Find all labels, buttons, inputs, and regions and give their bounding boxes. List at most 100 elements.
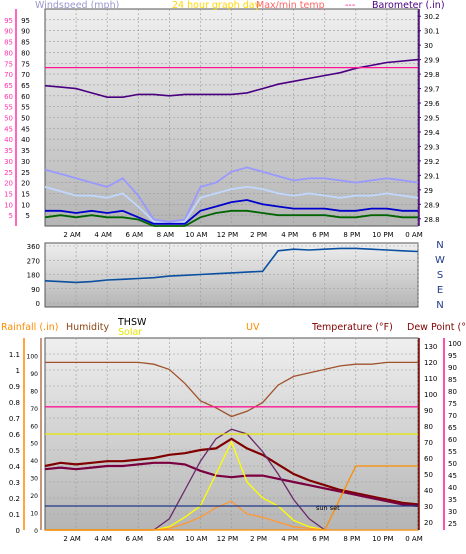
c1-left-tick: 95 <box>21 17 30 25</box>
c1-series-barometer <box>44 58 419 98</box>
c1-x-tick-label: 4 AM <box>94 231 112 239</box>
c1-series-wind-gust <box>44 185 419 225</box>
c3-x-tick-label: 10 PM <box>372 535 393 543</box>
c1-legend-maxmin: Max/min temp <box>256 0 325 11</box>
c3-far-right-tick: 60 <box>448 436 457 444</box>
c3-x-tick-label: 4 PM <box>281 535 298 543</box>
c2-left-tick: 90 <box>31 286 40 294</box>
c1-left-tick: 70 <box>21 71 30 79</box>
c1-left-tick: 75 <box>21 60 30 68</box>
c1-left-tick: 35 <box>21 147 30 155</box>
c1-left-pink-tick: 75 <box>4 60 13 68</box>
c1-left-pink-tick: 65 <box>4 82 13 90</box>
c3-right-tick: 80 <box>424 423 433 431</box>
c3-x-tick-label: 2 PM <box>250 535 267 543</box>
c1-right-tick: 30.1 <box>424 28 440 36</box>
c1-x-tick-label: 0 AM <box>405 231 423 239</box>
c1-left-pink-tick: 25 <box>4 169 13 177</box>
c3-series-dew-point <box>44 461 419 508</box>
c1-left-tick: 65 <box>21 82 30 90</box>
c3-uv-label: UV <box>246 322 260 333</box>
c3-left-tick: 0.2 <box>9 495 20 503</box>
c3-series-temperature <box>44 437 419 506</box>
c1-left-tick: 55 <box>21 104 30 112</box>
c3-mid-tick: 20 <box>30 493 38 500</box>
c3-left-tick: 1.1 <box>9 351 20 359</box>
c3-x-tick-label: 12 PM <box>217 535 238 543</box>
c3-mid-tick: 70 <box>30 406 38 413</box>
c1-left-pink-tick: 90 <box>4 28 13 36</box>
c3-right-tick: 100 <box>424 391 437 399</box>
c3-thsw-label: THSW <box>117 317 147 328</box>
c1-left-pink-tick: 35 <box>4 147 13 155</box>
c1-right-tick: 29.1 <box>424 172 440 180</box>
c1-left-pink-tick: 95 <box>4 17 13 25</box>
c1-right-tick: 29.7 <box>424 86 440 94</box>
c3-left-tick: 0.4 <box>9 463 21 471</box>
c3-right-tick: 30 <box>424 503 433 511</box>
c3-mid-tick: 30 <box>30 476 38 483</box>
c3-series-rain-box <box>45 465 418 531</box>
c3-x-tick-label: 6 AM <box>125 535 143 543</box>
c1-right-tick: 30 <box>424 42 433 50</box>
c2-compass-label: N <box>436 240 443 251</box>
c2-left-tick: 180 <box>27 272 40 280</box>
c3-x-tick-label: 10 AM <box>185 535 207 543</box>
c3-far-right-tick: 85 <box>448 376 457 384</box>
c3-far-right-tick: 70 <box>448 412 457 420</box>
c3-left-tick: 0.1 <box>9 511 20 519</box>
c1-left-tick: 45 <box>21 125 30 133</box>
c1-series-wind-gust-max <box>44 166 419 223</box>
c3-far-right-tick: 30 <box>448 508 457 516</box>
c1-right-tick: 29 <box>424 187 433 195</box>
c1-left-pink-tick: 40 <box>4 136 13 144</box>
c3-far-right-tick: 40 <box>448 484 457 492</box>
c3-far-right-tick: 45 <box>448 472 457 480</box>
c3-far-right-axis-label: Dew Point (°F) <box>407 322 466 333</box>
c3-left-tick: 0 <box>16 527 20 535</box>
c3-mid-tick: 90 <box>30 371 38 378</box>
c1-right-tick: 28.9 <box>424 201 440 209</box>
c3-x-tick-label: 8 PM <box>343 535 360 543</box>
c1-x-tick-label: 4 PM <box>281 231 298 239</box>
c3-mid-tick: 40 <box>30 458 38 465</box>
c3-left-tick: 1 <box>16 367 20 375</box>
c3-x-tick-label: 4 AM <box>94 535 112 543</box>
c1-right-tick: 28.8 <box>424 216 440 224</box>
c3-mid-tick: 0 <box>34 528 38 535</box>
chart-rain-temperature: 0 0.1 0.2 0.3 0.4 0.5 0.6 0.7 0.8 0.9 1 1.1 0 10 20 30 4… <box>1 317 466 543</box>
c3-x-tick-label: 6 PM <box>312 535 329 543</box>
c1-left-tick: 20 <box>21 180 30 188</box>
c1-x-tick-label: 10 AM <box>185 231 207 239</box>
c3-right-tick: 50 <box>424 471 433 479</box>
c1-left-pink-tick: 45 <box>4 125 13 133</box>
c2-compass-label: N <box>436 300 443 311</box>
c1-x-tick-label: 12 PM <box>217 231 238 239</box>
c1-x-tick-label: 10 PM <box>372 231 393 239</box>
c3-right-tick: 130 <box>424 343 437 351</box>
c1-right-tick: 29.5 <box>424 115 440 123</box>
c3-far-right-tick: 35 <box>448 496 457 504</box>
c1-left-pink-tick: 20 <box>4 180 13 188</box>
c1-left-pink-tick: 80 <box>4 49 13 57</box>
c1-legend-maxmin-suffix: --- <box>345 0 355 11</box>
c3-right-axis-label: Temperature (°F) <box>311 322 393 333</box>
c3-x-tick-label: 8 AM <box>157 535 175 543</box>
c3-annotation: sun set <box>316 504 340 512</box>
c1-right-tick: 29.8 <box>424 71 440 79</box>
c3-right-tick: 90 <box>424 407 433 415</box>
c1-right-tick: 29.6 <box>424 100 440 108</box>
c1-left-pink-tick: 85 <box>4 39 13 47</box>
c1-left-tick: 80 <box>21 49 30 57</box>
c2-left-tick: 270 <box>27 257 40 265</box>
c3-left-tick: 0.9 <box>9 383 20 391</box>
c1-x-tick-label: 8 PM <box>343 231 360 239</box>
c3-far-right-tick: 75 <box>448 400 457 408</box>
c3-solar-label: Solar <box>118 327 142 338</box>
c3-right-tick: 110 <box>424 375 437 383</box>
c1-right-tick: 29.3 <box>424 143 440 151</box>
c1-series-wind-speed <box>44 209 418 227</box>
c1-x-tick-label: 6 AM <box>125 231 143 239</box>
